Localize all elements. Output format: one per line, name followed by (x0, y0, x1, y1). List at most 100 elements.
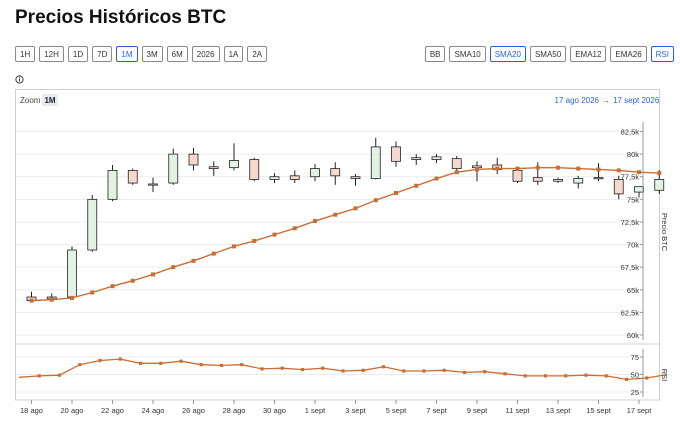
range-button-3m[interactable]: 3M (141, 46, 163, 62)
indicator-button-rsi[interactable]: RSI (650, 46, 674, 62)
rsi-point[interactable] (523, 374, 527, 378)
candle-body[interactable] (168, 153, 179, 184)
range-button-7d[interactable]: 7D (92, 46, 113, 62)
candle-body[interactable] (188, 153, 199, 166)
rsi-point[interactable] (442, 368, 446, 372)
sma20-point[interactable] (414, 183, 419, 188)
candle-body[interactable] (87, 198, 98, 251)
sma20-point[interactable] (151, 272, 155, 277)
range-button-2026[interactable]: 2026 (191, 46, 220, 62)
indicator-button-bb[interactable]: BB (424, 46, 446, 62)
candle-body[interactable] (208, 166, 219, 169)
sma20-point[interactable] (596, 167, 601, 172)
indicator-button-sma20[interactable]: SMA20 (489, 46, 526, 62)
sma20-point[interactable] (515, 166, 520, 171)
candle-body[interactable] (431, 156, 442, 160)
date-range-from[interactable]: 17 ago 2026 (555, 96, 600, 105)
sma20-point[interactable] (454, 170, 459, 175)
range-button-1a[interactable]: 1A (223, 46, 244, 62)
range-button-1d[interactable]: 1D (67, 46, 89, 62)
rsi-point[interactable] (341, 369, 345, 373)
range-button-1h[interactable]: 1H (15, 46, 36, 62)
indicator-button-ema12[interactable]: EMA12 (570, 46, 607, 62)
rsi-point[interactable] (503, 372, 507, 376)
candle-body[interactable] (67, 249, 77, 298)
range-button-1m[interactable]: 1M (116, 46, 138, 62)
zoom-badge[interactable] (42, 94, 58, 106)
sma20-point[interactable] (394, 191, 398, 196)
rsi-point[interactable] (219, 363, 224, 367)
sma20-point[interactable] (495, 166, 500, 171)
sma20-point[interactable] (616, 168, 621, 173)
rsi-point[interactable] (462, 370, 467, 374)
range-button-12h[interactable]: 12H (39, 46, 64, 62)
range-button-6m[interactable]: 6M (166, 46, 188, 62)
candle-body[interactable] (249, 159, 260, 180)
candle-body[interactable] (654, 179, 665, 191)
sma20-point[interactable] (576, 166, 581, 171)
rsi-point[interactable] (57, 373, 62, 377)
rsi-point[interactable] (199, 363, 203, 367)
rsi-point[interactable] (624, 377, 629, 381)
rsi-point[interactable] (280, 366, 284, 370)
sma20-point[interactable] (353, 206, 358, 211)
sma20-point[interactable] (70, 295, 74, 300)
sma20-point[interactable] (292, 226, 297, 231)
candle-body[interactable] (370, 146, 381, 179)
sma20-point[interactable] (556, 165, 560, 170)
candle-body[interactable] (391, 146, 401, 162)
rsi-point[interactable] (300, 368, 305, 372)
candle-body[interactable] (613, 179, 624, 195)
sma20-point[interactable] (211, 251, 216, 256)
sma20-point[interactable] (657, 171, 662, 176)
candle-body[interactable] (330, 168, 341, 177)
rsi-point[interactable] (260, 367, 264, 371)
indicator-button-sma50[interactable]: SMA50 (529, 46, 567, 62)
sma20-point[interactable] (29, 298, 34, 303)
sma20-point[interactable] (252, 238, 257, 243)
candle-body[interactable] (350, 176, 361, 179)
date-range-to[interactable]: 17 sept 2026 (613, 96, 660, 105)
rsi-point[interactable] (240, 363, 244, 367)
candle-body[interactable] (127, 169, 138, 184)
candle-body[interactable] (148, 183, 158, 186)
rsi-point[interactable] (78, 363, 82, 367)
candle-body[interactable] (229, 160, 239, 169)
sma20-point[interactable] (171, 265, 176, 270)
candle-body[interactable] (532, 177, 543, 182)
candle-body[interactable] (634, 186, 644, 193)
indicator-button-sma10[interactable]: SMA10 (449, 46, 486, 62)
candle-body[interactable] (289, 175, 300, 180)
rsi-point[interactable] (604, 374, 608, 378)
rsi-point[interactable] (179, 359, 183, 363)
rsi-point[interactable] (584, 373, 588, 377)
sma20-point[interactable] (535, 165, 540, 170)
range-button-2a[interactable]: 2A (247, 46, 268, 62)
sma20-point[interactable] (272, 232, 277, 237)
sma20-point[interactable] (434, 176, 439, 181)
sma20-point[interactable] (110, 284, 115, 289)
sma20-point[interactable] (232, 244, 236, 249)
rsi-point[interactable] (543, 374, 548, 378)
sma20-point[interactable] (90, 290, 95, 295)
rsi-point[interactable] (483, 370, 487, 374)
sma20-point[interactable] (333, 212, 338, 217)
rsi-point[interactable] (422, 369, 426, 373)
candle-body[interactable] (411, 157, 422, 160)
candle-body[interactable] (553, 179, 563, 182)
rsi-point[interactable] (564, 374, 568, 378)
sma20-point[interactable] (475, 167, 479, 172)
candle-body[interactable] (269, 176, 280, 180)
zoom-value[interactable]: 1M (44, 96, 55, 105)
candle-body[interactable] (107, 169, 118, 200)
candle-body[interactable] (310, 168, 320, 178)
rsi-point[interactable] (645, 376, 649, 380)
info-icon[interactable] (15, 75, 24, 84)
sma20-point[interactable] (637, 170, 641, 175)
sma20-point[interactable] (130, 278, 135, 283)
sma20-point[interactable] (191, 258, 196, 263)
rsi-point[interactable] (159, 361, 163, 365)
rsi-point[interactable] (138, 361, 143, 365)
candle-body[interactable] (593, 177, 604, 180)
